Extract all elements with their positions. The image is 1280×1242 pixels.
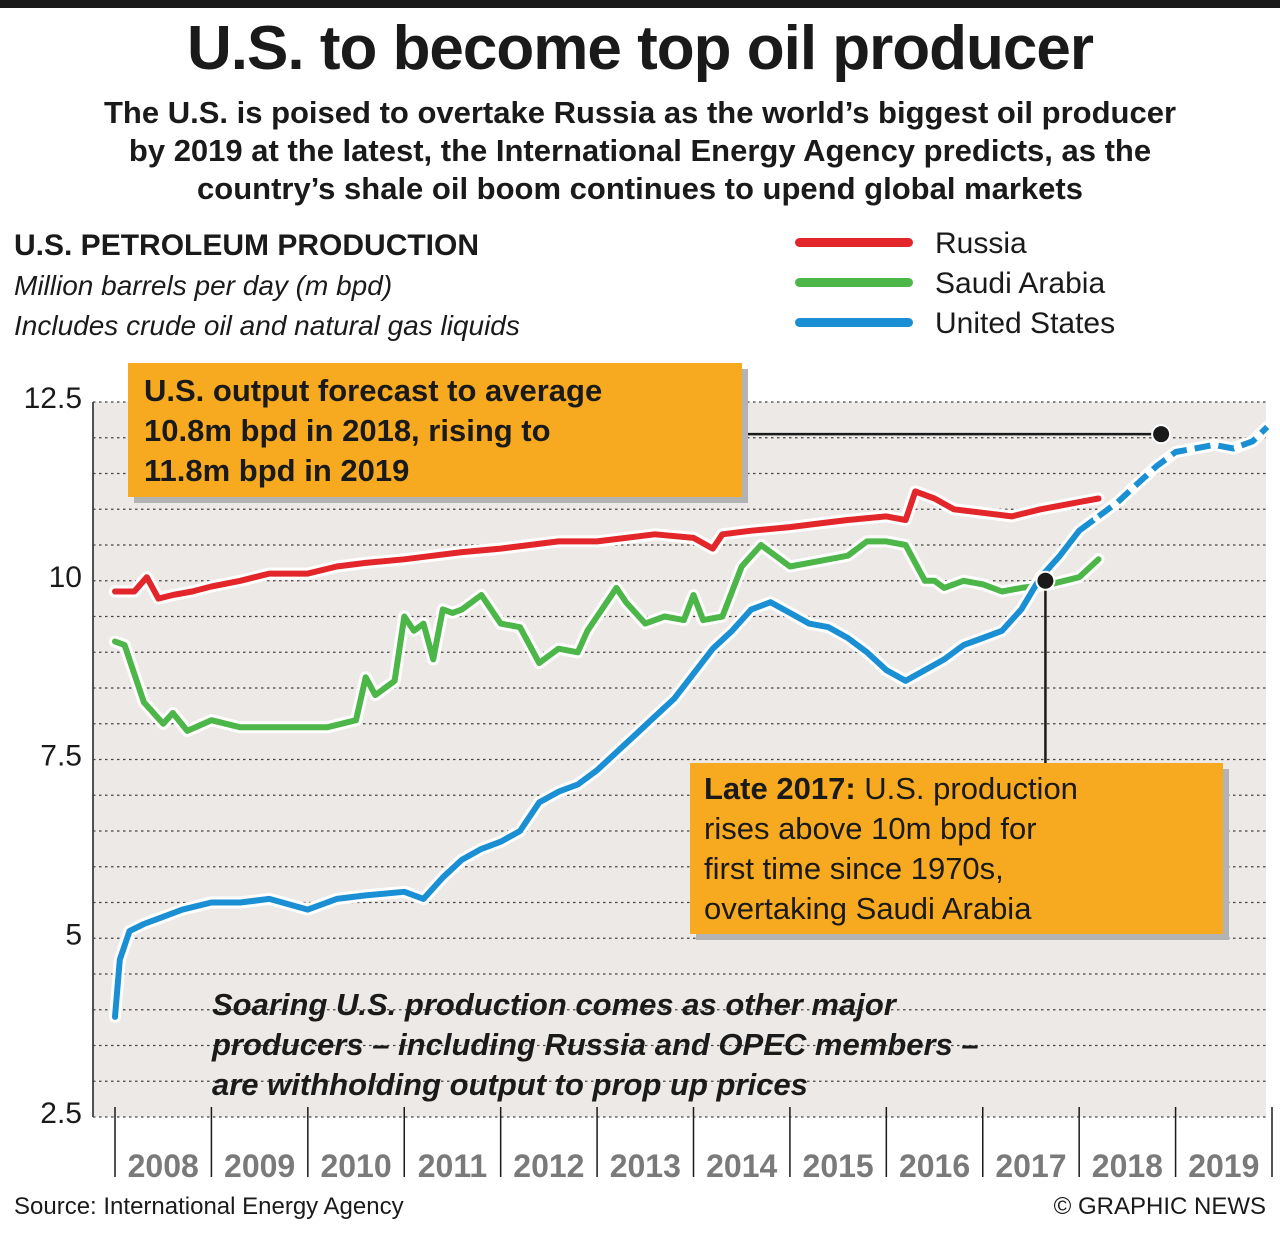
series-line-saudi-arabia: [112, 538, 1102, 734]
late-2017-callout: Late 2017: U.S. production rises above 1…: [690, 763, 1223, 934]
y-tick-label: 5: [65, 918, 82, 951]
forecast-marker: [1151, 424, 1172, 445]
x-tick-label: 2019: [1188, 1148, 1259, 1184]
legend-swatch-united-states: [795, 318, 913, 327]
intro-line: by 2019 at the latest, the International…: [128, 133, 1152, 168]
forecast-callout-line: U.S. output forecast to average: [144, 373, 603, 408]
x-axis: 2008 2009 2010 2011 2012 2013 2014 2015 2016 2017…: [114, 1107, 1273, 1184]
y-tick-label: 12.5: [24, 382, 82, 415]
late-2017-callout-lead: Late 2017:: [704, 771, 856, 806]
late-2017-callout-line: overtaking Saudi Arabia: [704, 891, 1032, 926]
headline: U.S. to become top oil producer: [187, 14, 1094, 83]
late-2017-marker: [1035, 570, 1056, 591]
plot-background: [93, 402, 1266, 1117]
chart-title: U.S. PETROLEUM PRODUCTION: [14, 229, 480, 262]
series-line-united-states-forecast: [1096, 424, 1270, 519]
y-tick-label: 10: [49, 561, 82, 594]
series-lines: [109, 421, 1274, 1023]
x-tick-label: 2009: [224, 1148, 295, 1184]
x-tick-label: 2011: [418, 1148, 487, 1184]
x-tick-label: 2016: [899, 1148, 970, 1184]
context-note-line: are withholding output to prop up prices: [212, 1067, 808, 1102]
series-line-united-states: [112, 513, 1102, 1020]
chart-subtitle-units: Million barrels per day (m bpd): [14, 270, 393, 301]
context-note: Soaring U.S. production comes as other m…: [212, 985, 1132, 1105]
y-tick-label: 2.5: [40, 1097, 82, 1130]
late-2017-callout-line: rises above 10m bpd for: [704, 811, 1037, 846]
x-tick-label: 2008: [128, 1148, 199, 1184]
legend-label-united-states: United States: [935, 307, 1116, 340]
y-axis: 12.5 10 7.5 5 2.5: [24, 382, 82, 1130]
late-2017-callout-line: first time since 1970s,: [704, 851, 1004, 886]
x-tick-label: 2015: [803, 1148, 874, 1184]
forecast-callout: U.S. output forecast to average 10.8m bp…: [128, 363, 742, 497]
forecast-callout-line: 10.8m bpd in 2018, rising to: [144, 413, 551, 448]
legend-swatch-russia: [795, 238, 913, 247]
context-note-line: producers – including Russia and OPEC me…: [212, 1027, 979, 1062]
chart-subtitle-note: Includes crude oil and natural gas liqui…: [14, 310, 520, 341]
plot-area: [92, 402, 1266, 1117]
y-tick-label: 7.5: [40, 740, 82, 773]
x-tick-label: 2013: [610, 1148, 681, 1184]
series-line-russia: [112, 488, 1102, 602]
intro-text: The U.S. is poised to overtake Russia as…: [0, 94, 1280, 208]
late-2017-callout-text: U.S. production: [855, 771, 1078, 806]
publisher-credit: © GRAPHIC NEWS: [1053, 1193, 1266, 1220]
intro-line: The U.S. is poised to overtake Russia as…: [103, 95, 1177, 130]
intro-line: country’s shale oil boom continues to up…: [197, 171, 1083, 206]
legend-label-saudi-arabia: Saudi Arabia: [935, 267, 1106, 300]
x-tick-label: 2010: [320, 1148, 391, 1184]
top-rule: [0, 0, 1280, 8]
source-credit: Source: International Energy Agency: [14, 1193, 404, 1220]
x-tick-label: 2014: [706, 1148, 777, 1184]
context-note-line: Soaring U.S. production comes as other m…: [212, 987, 896, 1022]
legend-label-russia: Russia: [935, 227, 1027, 260]
annotation-connectors: [742, 424, 1172, 770]
forecast-callout-line: 11.8m bpd in 2019: [144, 453, 410, 488]
x-tick-label: 2012: [513, 1148, 584, 1184]
late-2017-callout-line: Late 2017: U.S. production: [704, 769, 1209, 809]
x-tick-label: 2018: [1092, 1148, 1163, 1184]
legend-swatch-saudi-arabia: [795, 278, 913, 287]
x-tick-label: 2017: [995, 1148, 1066, 1184]
